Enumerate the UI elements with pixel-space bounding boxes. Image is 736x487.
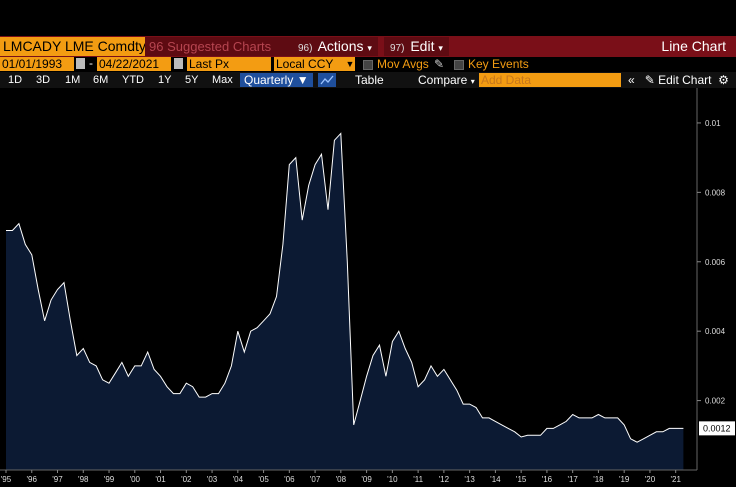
- x-tick-label: '01: [155, 475, 166, 484]
- period-5y[interactable]: 5Y: [185, 74, 199, 86]
- edit-number: 97): [390, 43, 405, 54]
- x-tick-label: '97: [52, 475, 63, 484]
- x-tick-label: '02: [181, 475, 192, 484]
- period-ytd[interactable]: YTD: [122, 74, 144, 86]
- add-data-input[interactable]: Add Data: [479, 73, 621, 87]
- x-tick-label: '13: [464, 475, 475, 484]
- series-area: [6, 133, 684, 470]
- period-1d[interactable]: 1D: [8, 74, 23, 86]
- chart-type-title: Line Chart: [661, 38, 726, 54]
- mov-avgs-label: Mov Avgs: [377, 57, 429, 71]
- x-tick-label: '12: [439, 475, 450, 484]
- suggested-charts-button[interactable]: 96 Suggested Charts: [145, 37, 293, 56]
- x-tick-label: '03: [207, 475, 218, 484]
- x-tick-label: '15: [516, 475, 527, 484]
- actions-number: 96): [298, 43, 313, 54]
- line-chart-icon[interactable]: [318, 73, 336, 87]
- x-tick-label: '05: [258, 475, 269, 484]
- x-tick-label: '18: [593, 475, 604, 484]
- x-tick-label: '08: [336, 475, 347, 484]
- x-tick-label: '95: [1, 475, 12, 484]
- actions-label: Actions: [317, 38, 364, 54]
- frequency-select[interactable]: Quarterly ▼: [240, 73, 313, 87]
- period-max[interactable]: Max: [212, 74, 233, 86]
- compare-menu[interactable]: Compare ▾: [418, 73, 475, 89]
- chevron-down-icon: ▾: [470, 77, 475, 86]
- period-1m[interactable]: 1M: [65, 74, 81, 86]
- series-line: [6, 132, 684, 443]
- key-events-checkbox[interactable]: [454, 60, 464, 70]
- currency-select[interactable]: Local CCY: [274, 57, 346, 71]
- x-tick-label: '96: [27, 475, 38, 484]
- date-separator: -: [89, 56, 93, 70]
- frequency-label: Quarterly: [244, 73, 294, 87]
- x-tick-label: '17: [567, 475, 578, 484]
- suggested-charts-number: 96: [149, 39, 164, 54]
- edit-label: Edit: [410, 38, 435, 54]
- last-value-label: 0.0012: [703, 423, 731, 433]
- x-tick-label: '10: [387, 475, 398, 484]
- edit-chart-label: Edit Chart: [658, 73, 712, 87]
- table-button[interactable]: Table: [355, 73, 384, 87]
- x-tick-label: '00: [130, 475, 141, 484]
- x-tick-label: '16: [542, 475, 553, 484]
- compare-label: Compare: [418, 73, 468, 87]
- y-tick-label: 0.004: [705, 327, 726, 336]
- chevron-down-icon: ▼: [296, 73, 309, 87]
- start-date-field[interactable]: 01/01/1993: [0, 57, 74, 71]
- pencil-icon[interactable]: ✎: [434, 57, 445, 71]
- mov-avgs-checkbox[interactable]: [363, 60, 373, 70]
- period-1y[interactable]: 1Y: [158, 74, 172, 86]
- x-tick-label: '98: [78, 475, 89, 484]
- x-tick-label: '14: [490, 475, 501, 484]
- collapse-icon[interactable]: «: [628, 73, 635, 87]
- key-events-label: Key Events: [468, 57, 529, 71]
- line-chart: 0.002 0.004 0.006 0.008 0.01 '95 '96 '97 '98 '99 '…: [0, 88, 735, 484]
- x-tick-label: '09: [361, 475, 372, 484]
- pencil-icon: ✎: [644, 73, 655, 87]
- ticker-field[interactable]: LMCADY LME Comdty: [0, 37, 149, 56]
- x-tick-label: '19: [619, 475, 630, 484]
- calendar-icon[interactable]: [76, 58, 85, 69]
- price-field-select[interactable]: Last Px: [187, 57, 271, 71]
- chevron-down-icon: ▾: [438, 43, 443, 53]
- x-tick-label: '07: [310, 475, 321, 484]
- end-date-field[interactable]: 04/22/2021: [97, 57, 171, 71]
- y-tick-label: 0.006: [705, 258, 726, 267]
- edit-chart-button[interactable]: « ✎ Edit Chart ⚙: [628, 73, 729, 87]
- x-tick-label: '21: [670, 475, 681, 484]
- suggested-charts-label: Suggested Charts: [167, 39, 272, 54]
- x-tick-label: '11: [413, 475, 423, 484]
- x-tick-label: '06: [284, 475, 295, 484]
- period-3d[interactable]: 3D: [36, 74, 51, 86]
- y-tick-label: 0.01: [705, 119, 721, 128]
- chevron-down-icon: ▾: [367, 43, 372, 53]
- y-tick-label: 0.002: [705, 397, 726, 406]
- actions-menu[interactable]: 96) Actions ▾: [292, 37, 378, 56]
- gear-icon[interactable]: ⚙: [718, 73, 729, 87]
- calendar-icon[interactable]: [174, 58, 183, 69]
- x-tick-label: '20: [645, 475, 656, 484]
- chevron-down-icon[interactable]: ▼: [345, 57, 355, 71]
- last-value-tag: [699, 421, 735, 436]
- x-tick-label: '04: [233, 475, 244, 484]
- edit-menu[interactable]: 97) Edit ▾: [384, 37, 449, 56]
- period-6m[interactable]: 6M: [93, 74, 109, 86]
- y-tick-label: 0.008: [705, 188, 726, 197]
- x-tick-label: '99: [104, 475, 115, 484]
